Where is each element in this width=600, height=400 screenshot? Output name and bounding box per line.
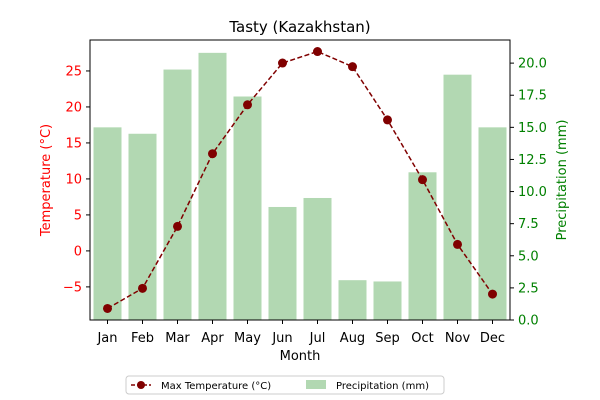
precipitation-bar-dec (478, 127, 507, 320)
x-tick-label: Jul (309, 331, 326, 346)
precipitation-bar-jun (268, 206, 297, 320)
temperature-line (103, 47, 497, 313)
right-tick-label: 17.5 (518, 89, 547, 104)
right-tick-label: 15.0 (518, 121, 547, 136)
temperature-point-may (243, 100, 252, 110)
precipitation-bar-jan (93, 127, 122, 320)
precipitation-bar-aug (338, 280, 367, 320)
precipitation-bar-mar (163, 69, 192, 320)
temperature-point-dec (488, 289, 497, 299)
precipitation-bar-jul (303, 197, 332, 320)
x-tick-label: Oct (411, 331, 433, 346)
right-tick-label: 20.0 (518, 57, 547, 72)
left-tick-label: −5 (63, 280, 82, 295)
right-tick-label: 10.0 (518, 185, 547, 200)
precipitation-bar-apr (198, 52, 227, 321)
temperature-point-sep (383, 115, 392, 125)
left-axis-label: Temperature (°C) (39, 124, 54, 237)
legend-bar-swatch (306, 380, 326, 389)
temperature-point-oct (418, 175, 427, 185)
legend-label-temperature: Max Temperature (°C) (161, 381, 271, 392)
chart-title: Tasty (Kazakhstan) (228, 18, 370, 36)
x-tick-label: Dec (480, 331, 505, 346)
left-tick-label: 0 (74, 244, 82, 259)
left-axis-ticks: −5 0 5 10 15 20 25 (63, 64, 90, 295)
x-axis-ticks: Jan Feb Mar Apr May Jun Jul Aug Sep Oct Nov Dec (96, 320, 505, 346)
legend: Max Temperature (°C) Precipitation (mm) (125, 375, 445, 395)
x-tick-label: Aug (340, 331, 365, 346)
temperature-point-mar (173, 221, 182, 231)
x-tick-label: Jun (271, 331, 292, 346)
left-tick-label: 25 (65, 64, 82, 79)
x-tick-label: Mar (165, 331, 190, 346)
right-axis-ticks: 0.0 2.5 5.0 7.5 10.0 12.5 15.0 17.5 20.0 (510, 57, 547, 329)
right-tick-label: 12.5 (518, 153, 547, 168)
x-axis-label: Month (280, 349, 321, 364)
temperature-point-feb (138, 283, 147, 293)
legend-label-precipitation: Precipitation (mm) (336, 381, 429, 392)
right-tick-label: 0.0 (518, 314, 539, 329)
right-axis-label: Precipitation (mm) (555, 120, 570, 241)
legend-frame (125, 375, 445, 395)
precipitation-bar-oct (408, 172, 437, 320)
right-tick-label: 2.5 (518, 281, 539, 296)
left-tick-label: 15 (65, 136, 82, 151)
right-tick-label: 7.5 (518, 217, 539, 232)
left-tick-label: 5 (74, 208, 82, 223)
temperature-point-aug (348, 62, 357, 72)
temperature-point-jun (278, 58, 287, 68)
temperature-point-jul (313, 47, 322, 57)
temperature-series-line (107, 50, 494, 310)
plot-frame (89, 39, 511, 321)
right-tick-label: 5.0 (518, 249, 539, 264)
temperature-point-jan (103, 303, 112, 313)
x-tick-label: Nov (445, 331, 471, 346)
temperature-point-apr (208, 149, 217, 159)
precipitation-bar-may (233, 96, 262, 320)
legend-line-marker (137, 381, 145, 389)
left-tick-label: 10 (65, 172, 82, 187)
x-tick-label: Jan (96, 331, 117, 346)
precipitation-bars (93, 52, 507, 321)
temperature-point-nov (453, 239, 462, 249)
left-tick-label: 20 (65, 100, 82, 115)
x-tick-label: Feb (131, 331, 154, 346)
x-tick-label: May (234, 331, 261, 346)
precipitation-bar-nov (443, 74, 472, 321)
x-tick-label: Sep (375, 331, 400, 346)
x-tick-label: Apr (201, 331, 224, 346)
precipitation-bar-sep (373, 281, 402, 320)
